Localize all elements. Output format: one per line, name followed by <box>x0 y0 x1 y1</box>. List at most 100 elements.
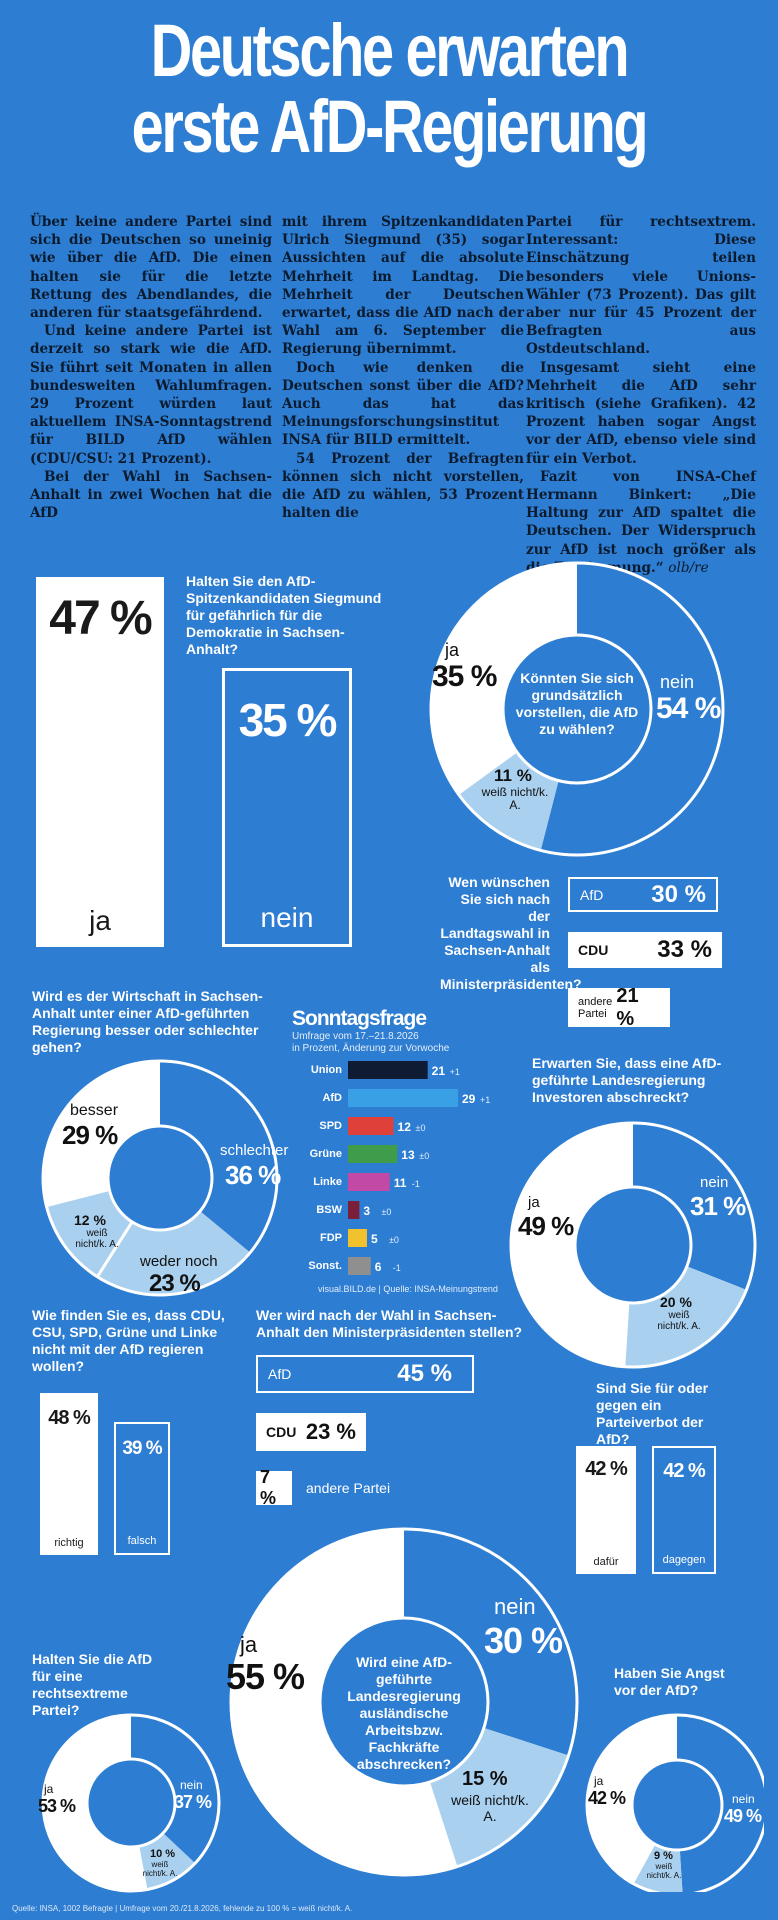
donut-label: ja <box>44 1782 54 1796</box>
bar-label: CDU <box>266 1424 297 1440</box>
sonntagsfrage-source: visual.BILD.de | Quelle: INSA-Meinungstr… <box>318 1284 498 1294</box>
sf-change: -1 <box>412 1179 420 1189</box>
bar-label: andere Partei <box>306 1480 391 1496</box>
sf-value: 13 <box>401 1148 415 1162</box>
headline-line-1: Deutsche erwarten <box>150 9 630 92</box>
bar-value: 30 % <box>651 880 706 908</box>
donut-label: nein <box>180 1778 203 1792</box>
article-paragraph: Partei für rechtsextrem. Interessant: Di… <box>526 214 756 358</box>
sf-party-label: BSW <box>316 1204 342 1216</box>
sf-change: +1 <box>480 1095 490 1105</box>
donut-label: schlechter <box>220 1142 289 1159</box>
article-column-2: mit ihrem Spitzenkandidaten Ulrich Siegm… <box>282 213 524 522</box>
sf-party-label: Grüne <box>310 1148 342 1160</box>
donut-value: 36 % <box>225 1160 281 1190</box>
sf-party-label: Sonst. <box>308 1260 342 1272</box>
bar-label: CDU <box>578 942 609 958</box>
donut-outline <box>41 1059 279 1297</box>
bar-value: 39 % <box>122 1438 162 1459</box>
bar-label: richtig <box>54 1537 84 1549</box>
sf-value: 5 <box>371 1232 378 1246</box>
donut-vote-question: Könnten Sie sich grundsätzlich vorstelle… <box>515 670 639 737</box>
bar-label: andere Partei <box>578 995 613 1020</box>
donut-value: 12 % <box>74 1212 106 1228</box>
sf-bar <box>348 1117 394 1135</box>
donut-value: 42 % <box>588 1788 626 1808</box>
donut-label: ja <box>594 1774 604 1788</box>
sf-bar <box>348 1173 390 1191</box>
article-paragraph: Und keine andere Partei ist derzeit so s… <box>30 323 272 467</box>
bar-danger-ja: 47 % ja <box>36 577 164 947</box>
headline: Deutsche erwarten erste AfD-Regierung <box>0 14 778 164</box>
donut-hole <box>318 1616 490 1788</box>
donut-value: 29 % <box>62 1120 118 1150</box>
bar-coalition-richtig: 48 % richtig <box>40 1393 98 1555</box>
sf-party-label: SPD <box>319 1120 342 1132</box>
bar-winner-cdu: CDU 23 % <box>256 1413 366 1451</box>
sf-value: 29 <box>462 1092 476 1106</box>
donut-hole <box>573 1185 693 1305</box>
donut-hole <box>106 1124 214 1232</box>
sf-party-label: Union <box>311 1064 342 1076</box>
donut-economy <box>41 1059 279 1297</box>
bar-value: 48 % <box>48 1407 91 1429</box>
donut-value: 20 % <box>660 1294 692 1310</box>
donut-hole <box>630 1758 724 1852</box>
donut-label: nein <box>660 672 695 692</box>
question-economy: Wird es der Wirtschaft in Sachsen-Anhalt… <box>32 988 263 1055</box>
bar-mp-afd: AfD 30 % <box>568 877 718 912</box>
article-column-3: Partei für rechtsextrem. Interessant: Di… <box>526 213 756 577</box>
bar-label: dafür <box>593 1556 619 1568</box>
sf-bar <box>348 1229 367 1247</box>
sf-party-label: AfD <box>322 1092 342 1104</box>
donut-label: ja <box>240 1632 258 1657</box>
sf-bar <box>348 1061 428 1079</box>
bar-value: 33 % <box>657 936 712 963</box>
donut-value: 9 % <box>654 1850 673 1862</box>
donut-workers-question: Wird eine AfD-geführte Landesregierung a… <box>347 1654 461 1772</box>
donut-outline <box>429 561 725 857</box>
author-signature: olb/re <box>668 559 709 576</box>
sf-value: 6 <box>375 1260 382 1274</box>
sf-change: ±0 <box>381 1207 391 1217</box>
donut-outline <box>509 1121 757 1369</box>
bar-label: nein <box>260 902 314 933</box>
donut-value: 23 % <box>149 1270 201 1297</box>
donut-label: besser <box>70 1102 119 1119</box>
donut-value: 49 % <box>724 1806 762 1826</box>
article-paragraph: 54 Prozent der Befragten können sich nic… <box>282 450 524 522</box>
bar-value: 47 % <box>49 592 152 645</box>
donut-value: 53 % <box>38 1796 76 1816</box>
donut-outline <box>585 1713 764 1892</box>
question-mp-wish: Wen wünschen Sie sich nach der Landtagsw… <box>440 874 582 992</box>
donut-value: 37 % <box>174 1792 212 1812</box>
donut-outline <box>229 1527 579 1877</box>
donut-value: 15 % <box>462 1768 508 1790</box>
sf-bar <box>348 1257 371 1275</box>
sf-value: 3 <box>363 1204 370 1218</box>
article-paragraph: Doch wie denken die Deutschen sonst über… <box>282 359 524 449</box>
donut-fear <box>585 1713 764 1892</box>
sf-change: ±0 <box>419 1151 429 1161</box>
donut-label: weiß nicht/k. A. <box>657 1310 701 1332</box>
sonntagsfrage-subtitle: Umfrage vom 17.–21.8.2026 <box>292 1031 419 1042</box>
question-investors: Erwarten Sie, dass eine AfD-geführte Lan… <box>532 1055 722 1105</box>
question-ban: Sind Sie für oder gegen ein Parteiverbot… <box>596 1380 709 1447</box>
bar-value: 35 % <box>238 694 338 746</box>
donut-investors <box>509 1121 757 1369</box>
donut-label: weder noch <box>140 1253 218 1270</box>
sf-change: +1 <box>450 1067 460 1077</box>
donut-workers <box>229 1527 579 1877</box>
slice-schlechter <box>160 1061 277 1253</box>
sf-change: ±0 <box>389 1235 399 1245</box>
donut-value: 55 % <box>226 1656 305 1697</box>
bar-label: ja <box>89 905 111 936</box>
question-coalition: Wie finden Sie es, dass CDU, CSU, SPD, G… <box>32 1307 225 1374</box>
donut-value: 54 % <box>656 692 721 725</box>
donut-hole <box>85 1757 177 1849</box>
donut-label: weiß nicht/k. A. <box>646 1862 682 1880</box>
bar-mp-cdu: CDU 33 % <box>568 932 722 968</box>
bar-label: AfD <box>580 886 604 903</box>
bar-label: AfD <box>268 1366 292 1382</box>
